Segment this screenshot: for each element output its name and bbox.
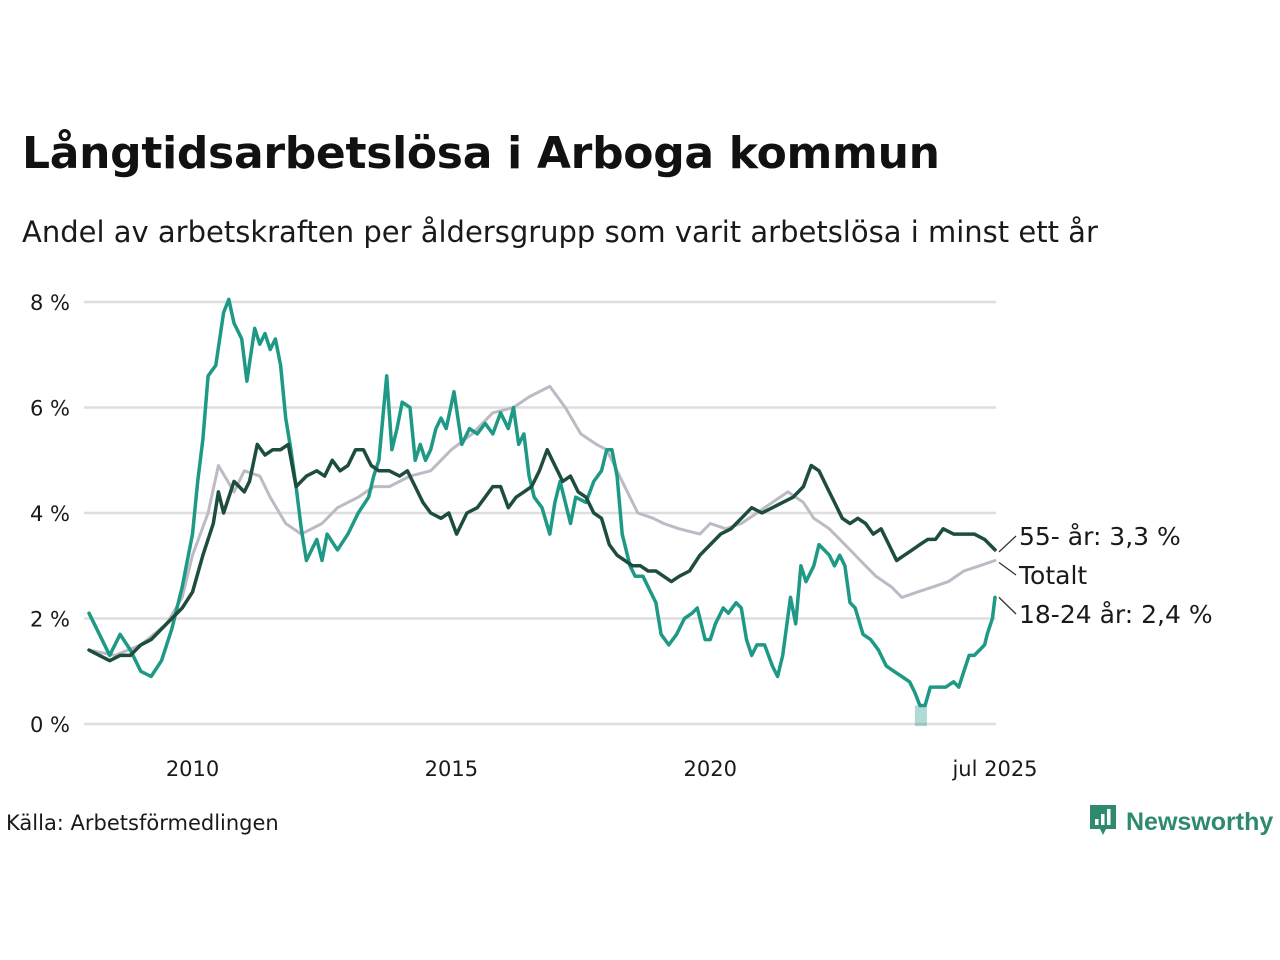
- y-axis-ticks: 0 % 2 % 4 % 6 % 8 %: [30, 291, 70, 737]
- end-label-senior: 55- år: 3,3 %: [1019, 522, 1181, 551]
- chart-subtitle: Andel av arbetskraften per åldersgrupp s…: [22, 215, 1098, 249]
- x-tick-label: 2020: [684, 757, 737, 781]
- chart-title: Långtidsarbetslösa i Arboga kommun: [22, 128, 940, 179]
- youth-minimum-marker: [914, 705, 927, 727]
- y-tick-label: 6 %: [30, 397, 70, 421]
- y-tick-label: 4 %: [30, 502, 70, 526]
- y-tick-label: 2 %: [30, 608, 70, 632]
- brand-name: Newsworthy: [1126, 807, 1274, 836]
- x-axis-ticks: 2010 2015 2020 jul 2025: [166, 757, 1038, 781]
- source-note: Källa: Arbetsförmedlingen: [6, 811, 279, 835]
- x-tick-label: 2015: [425, 757, 478, 781]
- end-labels: Totalt 18-24 år: 2,4 % 55- år: 3,3 %: [998, 522, 1213, 629]
- series-lines: [87, 297, 997, 727]
- label-leader-total: [998, 561, 1017, 576]
- x-tick-label: jul 2025: [951, 757, 1037, 781]
- end-label-total: Totalt: [1018, 561, 1087, 590]
- x-tick-label: 2010: [166, 757, 219, 781]
- end-label-youth: 18-24 år: 2,4 %: [1019, 600, 1213, 629]
- brand-logo: Newsworthy: [1088, 803, 1273, 841]
- y-tick-label: 0 %: [30, 713, 70, 737]
- label-leader-youth: [998, 596, 1017, 615]
- series-line-senior: [87, 442, 997, 663]
- gridlines: [84, 300, 996, 726]
- series-line-youth: [87, 297, 997, 708]
- bar-chart-icon: [1088, 803, 1118, 841]
- series-line-total: [87, 384, 997, 657]
- y-tick-label: 8 %: [30, 291, 70, 315]
- label-leader-senior: [998, 535, 1017, 553]
